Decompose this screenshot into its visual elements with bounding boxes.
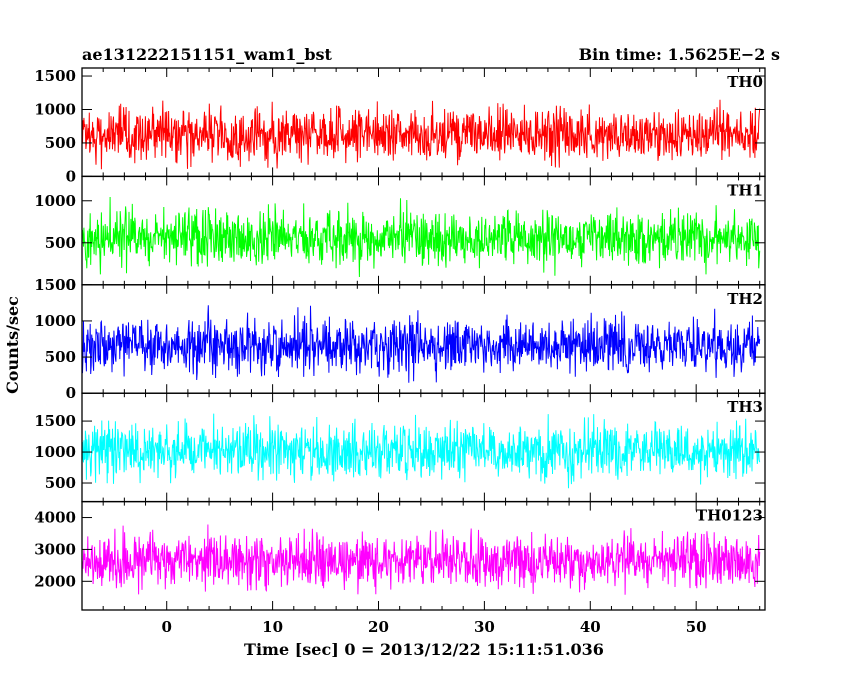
y-tick-label: 500 bbox=[45, 234, 76, 252]
series-line-th3 bbox=[81, 413, 761, 489]
y-tick-label: 500 bbox=[45, 474, 76, 492]
x-tick-label: 20 bbox=[368, 618, 389, 636]
x-tick-label: 0 bbox=[161, 618, 171, 636]
panel-frame bbox=[81, 500, 766, 611]
y-tick-label: 1500 bbox=[34, 276, 76, 294]
panel-th0: 0 500 1000 1500 TH0 bbox=[34, 67, 766, 185]
x-tick-label: 10 bbox=[262, 618, 283, 636]
panel-th2: 0 500 1000 1500 TH2 bbox=[34, 276, 766, 402]
x-tick-label: 30 bbox=[474, 618, 495, 636]
series-line-th0123 bbox=[81, 524, 761, 595]
y-tick-label: 0 bbox=[66, 167, 76, 185]
x-axis-label: Time [sec] 0 = 2013/12/22 15:11:51.036 bbox=[244, 640, 604, 659]
y-tick-label: 2000 bbox=[34, 572, 76, 590]
panel-th3: 500 1000 1500 TH3 bbox=[34, 392, 766, 503]
panel-label: TH1 bbox=[727, 181, 763, 199]
y-tick-label: 3000 bbox=[34, 540, 76, 558]
series-line-th1 bbox=[81, 196, 761, 278]
y-tick-label: 1000 bbox=[34, 192, 76, 210]
y-tick-label: 500 bbox=[45, 134, 76, 152]
panel-frame bbox=[81, 67, 766, 178]
chart-title-left: ae131222151151_wam1_bst bbox=[82, 45, 333, 64]
panel-th0123: 2000 3000 4000 TH0123 bbox=[34, 500, 766, 611]
y-tick-label: 1500 bbox=[34, 412, 76, 430]
chart-title-right: Bin time: 1.5625E−2 s bbox=[579, 45, 780, 64]
y-tick-label: 1000 bbox=[34, 312, 76, 330]
y-tick-label: 1000 bbox=[34, 443, 76, 461]
y-tick-label: 1000 bbox=[34, 100, 76, 118]
x-tick-label: 40 bbox=[580, 618, 601, 636]
y-axis-label: Counts/sec bbox=[3, 296, 22, 394]
y-tick-label: 0 bbox=[66, 276, 76, 294]
series-line-th0 bbox=[81, 99, 761, 170]
y-tick-label: 0 bbox=[66, 384, 76, 402]
panel-label: TH2 bbox=[727, 290, 763, 308]
y-tick-label: 1500 bbox=[34, 67, 76, 85]
panel-label: TH3 bbox=[727, 398, 763, 416]
y-tick-label: 500 bbox=[45, 348, 76, 366]
panel-th1: 0 500 1000 TH1 bbox=[34, 175, 766, 294]
panel-label: TH0123 bbox=[696, 507, 763, 525]
panel-label: TH0 bbox=[727, 73, 763, 91]
y-tick-label: 4000 bbox=[34, 509, 76, 527]
series-line-th2 bbox=[81, 305, 761, 383]
x-tick-label: 50 bbox=[686, 618, 707, 636]
